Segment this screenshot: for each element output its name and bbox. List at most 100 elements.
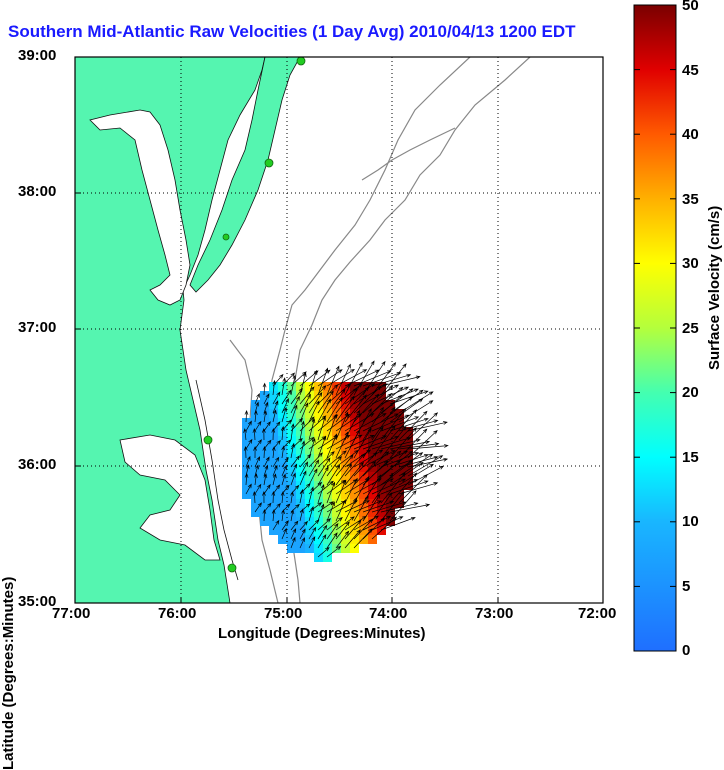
map-title: Southern Mid-Atlantic Raw Velocities (1 … <box>8 22 576 41</box>
velocity-cell <box>251 400 260 409</box>
velocity-cell <box>305 517 314 526</box>
velocity-arrow <box>344 369 380 387</box>
velocity-arrow <box>308 502 323 513</box>
velocity-arrow <box>335 369 368 387</box>
velocity-cell <box>332 535 341 544</box>
velocity-arrow <box>254 392 260 405</box>
velocity-arrow <box>299 520 308 531</box>
velocity-arrow <box>272 373 284 387</box>
velocity-cell <box>323 508 332 517</box>
velocity-cell <box>350 400 359 409</box>
velocity-arrow <box>326 365 340 396</box>
velocity-arrow <box>344 413 375 432</box>
plot-frame <box>74 56 604 604</box>
velocity-arrow <box>326 413 337 441</box>
velocity-cell <box>368 391 377 400</box>
velocity-arrow <box>299 461 309 477</box>
velocity-cell <box>242 454 251 463</box>
velocity-arrow <box>317 503 325 522</box>
velocity-cell <box>323 427 332 436</box>
velocity-arrow <box>371 361 397 396</box>
land-mainland <box>75 57 266 603</box>
velocity-cell <box>287 391 296 400</box>
ytick-label: 35:00 <box>18 593 57 610</box>
velocity-cell <box>332 526 341 535</box>
velocity-cell <box>305 454 314 463</box>
velocity-cell <box>287 544 296 553</box>
velocity-cell <box>296 445 305 454</box>
velocity-cell <box>314 409 323 418</box>
colorbar-tick-label: 0 <box>682 642 691 659</box>
velocity-cell <box>368 436 377 445</box>
velocity-arrow <box>380 388 419 405</box>
velocity-cell <box>341 409 350 418</box>
velocity-arrow <box>245 483 252 495</box>
velocity-cell <box>350 544 359 553</box>
velocity-cell <box>260 517 269 526</box>
velocity-cell <box>305 472 314 481</box>
velocity-cell <box>359 481 368 490</box>
velocity-arrow <box>335 454 354 477</box>
velocity-cell <box>323 535 332 544</box>
velocity-arrow <box>389 503 431 513</box>
velocity-cell <box>341 481 350 490</box>
velocity-arrow <box>398 473 428 504</box>
radar-station <box>227 563 237 573</box>
velocity-cell <box>260 436 269 445</box>
velocity-arrow <box>308 452 323 468</box>
velocity-arrow <box>254 439 262 450</box>
velocity-cell <box>350 481 359 490</box>
velocity-arrow <box>362 478 394 495</box>
velocity-arrow <box>281 509 285 522</box>
velocity-arrow <box>362 384 400 405</box>
velocity-cell <box>341 382 350 391</box>
velocity-cell <box>404 436 413 445</box>
velocity-arrow <box>317 415 326 441</box>
velocity-arrow <box>308 505 314 522</box>
velocity-cell <box>377 427 386 436</box>
velocity-arrow <box>362 515 392 531</box>
velocity-cell <box>260 463 269 472</box>
velocity-arrow <box>281 457 289 468</box>
velocity-cell <box>287 382 296 391</box>
velocity-cell <box>305 526 314 535</box>
velocity-cell <box>350 445 359 454</box>
velocity-cell <box>341 454 350 463</box>
velocity-arrow <box>308 385 327 405</box>
velocity-cell <box>341 463 350 472</box>
velocity-cell <box>341 400 350 409</box>
velocity-arrow <box>262 508 267 522</box>
velocity-arrow <box>244 472 249 486</box>
velocity-cell <box>359 409 368 418</box>
velocity-cell <box>251 454 260 463</box>
velocity-cell <box>251 463 260 472</box>
velocity-arrow <box>362 372 402 387</box>
velocity-arrow <box>290 404 298 423</box>
velocity-cell <box>314 526 323 535</box>
velocity-arrow <box>371 516 398 540</box>
velocity-arrow <box>371 406 396 441</box>
velocity-arrow <box>299 372 307 396</box>
velocity-arrow <box>271 428 276 441</box>
velocity-arrow <box>353 360 375 396</box>
colorbar-tick-label: 25 <box>682 320 699 337</box>
velocity-cell <box>350 418 359 427</box>
velocity-arrow <box>317 466 329 486</box>
velocity-cell <box>386 445 395 454</box>
velocity-cell <box>296 463 305 472</box>
velocity-cell <box>395 427 404 436</box>
velocity-arrow <box>380 479 419 495</box>
velocity-cell <box>350 472 359 481</box>
velocity-arrow <box>254 483 262 495</box>
velocity-arrow <box>344 453 366 477</box>
velocity-arrow <box>308 519 320 531</box>
velocity-arrow <box>253 445 257 459</box>
velocity-cell <box>386 418 395 427</box>
velocity-arrow <box>389 454 429 468</box>
velocity-cell <box>404 463 413 472</box>
velocity-cell <box>341 517 350 526</box>
velocity-arrow <box>380 502 419 513</box>
velocity-arrow <box>254 420 262 432</box>
velocity-cell <box>314 472 323 481</box>
velocity-arrow <box>326 434 351 450</box>
